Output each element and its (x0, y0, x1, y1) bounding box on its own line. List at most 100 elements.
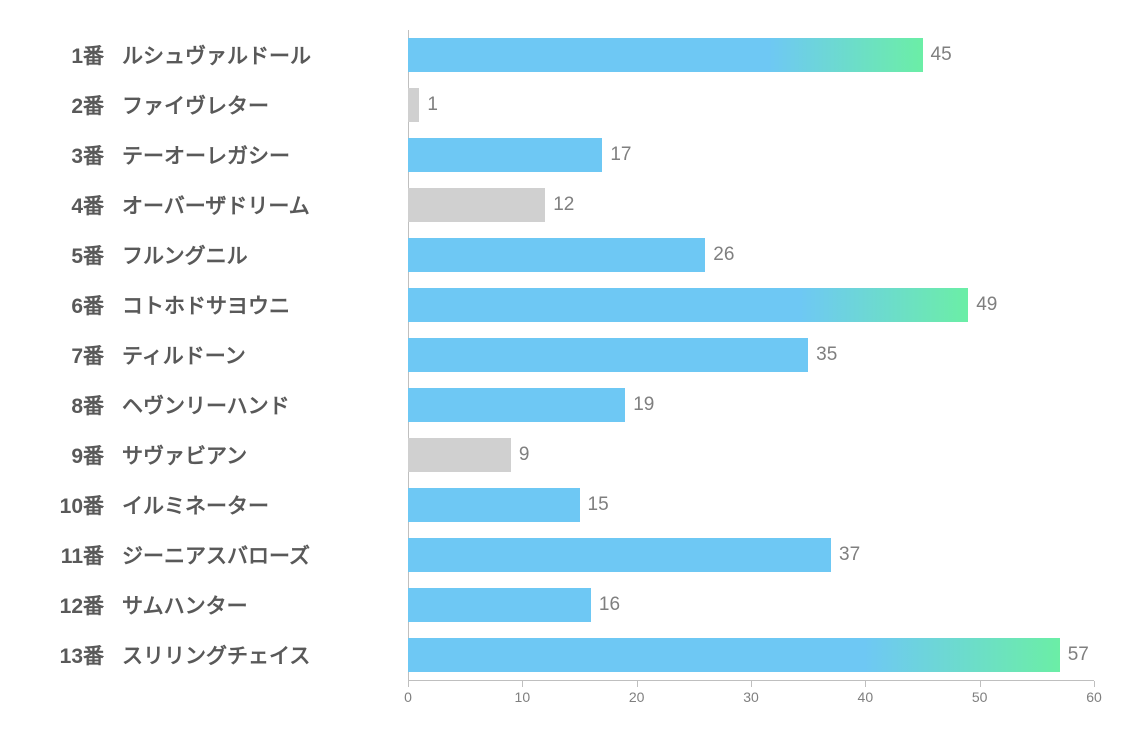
chart-row: 5番フルングニル 26 (40, 230, 1094, 280)
row-number-label: 6番 (50, 290, 122, 320)
x-tick-label: 20 (629, 689, 645, 705)
chart-row: 3番テーオーレガシー 17 (40, 130, 1094, 180)
bar-value-label: 49 (968, 294, 997, 316)
x-tick (1094, 681, 1095, 687)
row-name-label: サヴァビアン (122, 440, 247, 470)
bar-value-label: 17 (602, 144, 631, 166)
bar-track: 16 (408, 580, 1094, 630)
bar-value-label: 35 (808, 344, 837, 366)
chart-row: 2番ファイヴレター 1 (40, 80, 1094, 130)
chart-row: 1番ルシュヴァルドール 45 (40, 30, 1094, 80)
x-tick-label: 10 (515, 689, 531, 705)
chart-row: 9番サヴァビアン 9 (40, 430, 1094, 480)
chart-row: 11番ジーニアスバローズ 37 (40, 530, 1094, 580)
bar (408, 88, 419, 122)
bar-value-label: 15 (580, 494, 609, 516)
row-label: 12番サムハンター (40, 590, 408, 620)
bar-value-label: 16 (591, 594, 620, 616)
bar-track: 37 (408, 530, 1094, 580)
row-label: 4番オーバーザドリーム (40, 190, 408, 220)
row-label: 9番サヴァビアン (40, 440, 408, 470)
bar-value-label: 45 (923, 44, 952, 66)
bar-track: 1 (408, 80, 1094, 130)
chart-container: 1番ルシュヴァルドール452番ファイヴレター13番テーオーレガシー174番オーバ… (0, 0, 1134, 737)
row-name-label: サムハンター (122, 590, 248, 620)
x-tick (637, 681, 638, 687)
row-name-label: テーオーレガシー (122, 140, 290, 170)
row-number-label: 1番 (50, 40, 122, 70)
row-name-label: オーバーザドリーム (122, 190, 310, 220)
x-tick (408, 681, 409, 687)
bar (408, 338, 808, 372)
row-label: 6番コトホドサヨウニ (40, 290, 408, 320)
bar (408, 288, 968, 322)
chart-row: 7番ティルドーン 35 (40, 330, 1094, 380)
row-number-label: 5番 (50, 240, 122, 270)
row-label: 2番ファイヴレター (40, 90, 408, 120)
bar-track: 45 (408, 30, 1094, 80)
row-number-label: 12番 (50, 590, 122, 620)
bar (408, 38, 923, 72)
bar (408, 488, 580, 522)
row-number-label: 8番 (50, 390, 122, 420)
chart-row: 12番サムハンター 16 (40, 580, 1094, 630)
bar-track: 26 (408, 230, 1094, 280)
chart-plot-area: 1番ルシュヴァルドール452番ファイヴレター13番テーオーレガシー174番オーバ… (40, 30, 1094, 677)
row-name-label: イルミネーター (122, 490, 269, 520)
bar-value-label: 1 (419, 94, 438, 116)
row-label: 10番イルミネーター (40, 490, 408, 520)
bar (408, 138, 602, 172)
row-name-label: ジーニアスバローズ (122, 540, 310, 570)
bar-value-label: 26 (705, 244, 734, 266)
bar (408, 188, 545, 222)
row-number-label: 13番 (50, 640, 122, 670)
bar-track: 17 (408, 130, 1094, 180)
row-name-label: コトホドサヨウニ (122, 290, 290, 320)
bar (408, 238, 705, 272)
x-axis: 0102030405060 (408, 680, 1094, 710)
bar-track: 19 (408, 380, 1094, 430)
bar-value-label: 9 (511, 444, 530, 466)
row-label: 13番スリリングチェイス (40, 640, 408, 670)
row-label: 7番ティルドーン (40, 340, 408, 370)
x-tick (751, 681, 752, 687)
row-label: 8番ヘヴンリーハンド (40, 390, 408, 420)
bar-value-label: 19 (625, 394, 654, 416)
row-name-label: ヘヴンリーハンド (122, 390, 290, 420)
chart-row: 4番オーバーザドリーム 12 (40, 180, 1094, 230)
row-name-label: ルシュヴァルドール (122, 40, 311, 70)
bar-value-label: 12 (545, 194, 574, 216)
row-name-label: フルングニル (122, 240, 248, 270)
row-number-label: 9番 (50, 440, 122, 470)
bar-track: 12 (408, 180, 1094, 230)
row-number-label: 10番 (50, 490, 122, 520)
bar-value-label: 37 (831, 544, 860, 566)
row-label: 11番ジーニアスバローズ (40, 540, 408, 570)
row-label: 1番ルシュヴァルドール (40, 40, 408, 70)
row-label: 3番テーオーレガシー (40, 140, 408, 170)
row-name-label: スリリングチェイス (122, 640, 310, 670)
bar-track: 15 (408, 480, 1094, 530)
x-tick (980, 681, 981, 687)
x-tick-label: 30 (743, 689, 759, 705)
x-tick-label: 0 (404, 689, 412, 705)
bar-track: 57 (408, 630, 1094, 680)
bar-track: 9 (408, 430, 1094, 480)
chart-row: 13番スリリングチェイス 57 (40, 630, 1094, 680)
bar-value-label: 57 (1060, 644, 1089, 666)
bar-track: 35 (408, 330, 1094, 380)
row-number-label: 2番 (50, 90, 122, 120)
row-number-label: 4番 (50, 190, 122, 220)
bar (408, 588, 591, 622)
bar (408, 388, 625, 422)
bar (408, 538, 831, 572)
x-tick-label: 50 (972, 689, 988, 705)
bar (408, 438, 511, 472)
row-name-label: ティルドーン (122, 340, 246, 370)
chart-row: 10番イルミネーター 15 (40, 480, 1094, 530)
bar-track: 49 (408, 280, 1094, 330)
x-tick (865, 681, 866, 687)
x-tick (522, 681, 523, 687)
row-number-label: 3番 (50, 140, 122, 170)
x-tick-label: 60 (1086, 689, 1102, 705)
